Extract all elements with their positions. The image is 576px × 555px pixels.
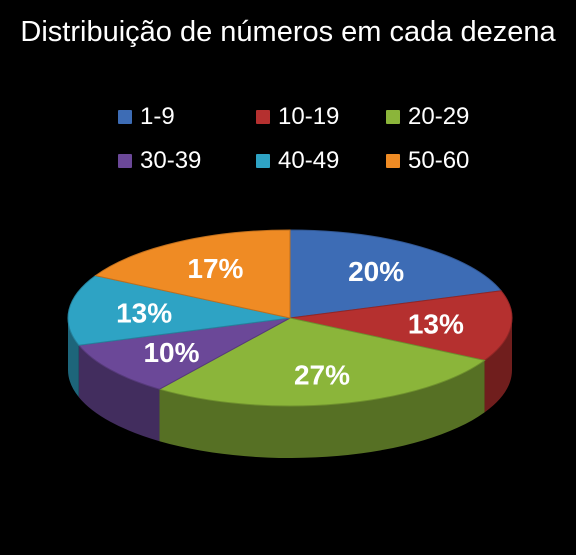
pie-slice-10-19: [289, 290, 513, 361]
pie-side-30-39: [78, 345, 160, 442]
pie-slice-50-60: [94, 229, 291, 319]
legend-label: 40-49: [278, 147, 340, 174]
data-label-10-19: 13%: [408, 308, 464, 339]
legend-swatch: [386, 110, 400, 124]
pie-side-40-49: [68, 318, 79, 398]
legend-swatch: [118, 110, 132, 124]
legend-swatch: [118, 154, 132, 168]
pie-slice-40-49: [67, 275, 291, 346]
pie-side-20-29: [159, 360, 485, 458]
data-label-30-39: 10%: [143, 337, 199, 368]
chart-title: Distribuição de números em cada dezena: [20, 16, 556, 48]
pie-slice-1-9: [289, 229, 503, 319]
legend-row-1: 1-9 10-19 20-29: [118, 102, 518, 132]
legend-row-2: 30-39 40-49 50-60: [118, 146, 518, 176]
data-label-50-60: 17%: [187, 253, 243, 284]
pie-slice-30-39: [77, 317, 291, 390]
legend-label: 50-60: [408, 147, 470, 174]
legend-item-30-39: 30-39: [118, 146, 201, 176]
pie-side-10-19: [484, 318, 512, 413]
legend-label: 10-19: [278, 103, 340, 130]
data-label-40-49: 13%: [116, 298, 172, 329]
pie-slice-20-29: [158, 317, 486, 407]
legend-swatch: [256, 154, 270, 168]
legend-swatch: [386, 154, 400, 168]
data-label-1-9: 20%: [348, 256, 404, 287]
legend-swatch: [256, 110, 270, 124]
legend-item-40-49: 40-49: [256, 146, 339, 176]
data-label-20-29: 27%: [294, 360, 350, 391]
legend-item-1-9: 1-9: [118, 102, 175, 132]
legend-item-10-19: 10-19: [256, 102, 339, 132]
legend-label: 1-9: [140, 103, 175, 130]
legend-item-50-60: 50-60: [386, 146, 469, 176]
legend-item-20-29: 20-29: [386, 102, 469, 132]
legend-label: 20-29: [408, 103, 470, 130]
legend-label: 30-39: [140, 147, 202, 174]
